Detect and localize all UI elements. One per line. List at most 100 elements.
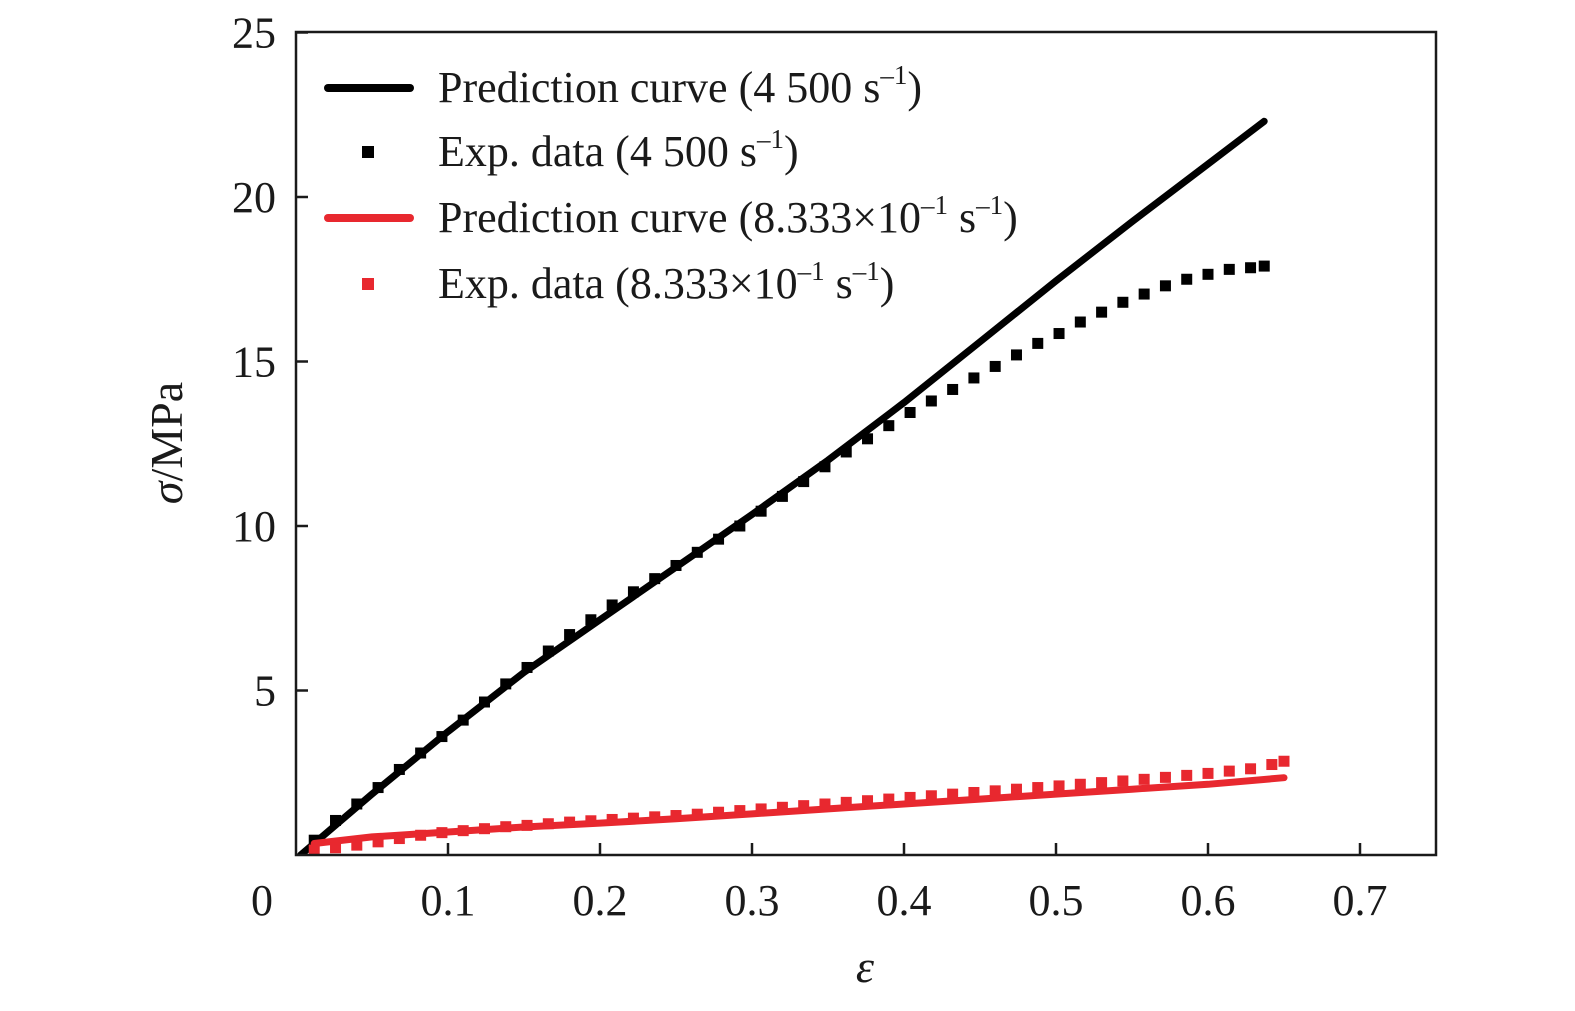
series-1-point — [1138, 288, 1150, 300]
legend-label: Prediction curve (4 500 s–1) — [438, 60, 922, 112]
y-axis-unit: /MPa — [141, 382, 192, 482]
series-1-point — [478, 696, 490, 708]
series-3-point — [1159, 771, 1171, 783]
series-1-point — [862, 433, 874, 445]
series-1-point — [649, 573, 661, 585]
series-3-point — [585, 815, 597, 827]
plot-frame — [294, 30, 1438, 857]
series-1-point — [415, 747, 427, 759]
series-1-point — [904, 406, 916, 418]
series-3-point — [1117, 775, 1129, 787]
series-3-point — [947, 788, 959, 800]
x-tick-label: 0.5 — [1029, 876, 1084, 925]
series-1-point — [691, 546, 703, 558]
series-1-point — [1202, 268, 1214, 280]
y-tick-label: 20 — [232, 173, 276, 222]
series-3-point — [521, 819, 533, 831]
legend-label: Exp. data (4 500 s–1) — [438, 124, 799, 176]
series-3-point — [436, 827, 448, 839]
series-3-point — [564, 816, 576, 828]
series-3-point — [840, 796, 852, 808]
series-3-point — [649, 811, 661, 823]
legend: Prediction curve (4 500 s–1) Exp. data (4… — [324, 60, 1018, 308]
series-3-point — [308, 844, 320, 855]
series-1-point — [734, 520, 746, 532]
series-3-point — [478, 823, 490, 835]
series-1-point — [1117, 296, 1129, 308]
y-tick-label: 5 — [254, 667, 276, 716]
series-1-point — [1096, 306, 1108, 318]
series-3-point — [627, 812, 639, 824]
series-1-point — [1245, 262, 1257, 274]
series-1-point — [819, 461, 831, 473]
y-tick-label: 10 — [232, 502, 276, 551]
x-tick-label: 0.1 — [421, 876, 476, 925]
series-3-point — [925, 790, 937, 802]
series-1-point — [1053, 328, 1065, 340]
series-3-point — [1053, 780, 1065, 792]
series-3-point — [691, 808, 703, 820]
series-3-point — [606, 813, 618, 825]
series-3-point — [776, 801, 788, 813]
x-tick-label: 0.6 — [1181, 876, 1236, 925]
series-1-point — [776, 490, 788, 502]
series-1-point — [840, 446, 852, 458]
series-1-point — [1181, 273, 1193, 285]
series-1-point — [1258, 260, 1270, 272]
series-3-point — [883, 793, 895, 805]
series-1-point — [457, 714, 469, 726]
series-3-point — [457, 825, 469, 837]
series-3-point — [1074, 778, 1086, 790]
series-3-point — [734, 805, 746, 817]
series-3-point — [755, 803, 767, 815]
series-3-point — [1266, 759, 1278, 771]
series-1-point — [883, 420, 895, 432]
series-3-point — [968, 786, 980, 798]
series-3-point — [393, 833, 405, 845]
x-tick-label: 0.7 — [1333, 876, 1388, 925]
x-tick-label: 0.4 — [877, 876, 932, 925]
series-1-point — [798, 476, 810, 488]
series-3-point — [798, 800, 810, 812]
series-1-point — [968, 372, 980, 384]
series-3-point — [713, 806, 725, 818]
x-origin-label: 0 — [251, 876, 273, 925]
series-1-point — [947, 383, 959, 395]
series-1-point — [1010, 349, 1022, 361]
series-1-point — [925, 395, 937, 407]
series-3-point — [330, 842, 342, 854]
legend-swatch-marker — [362, 278, 374, 290]
series-1-point — [989, 360, 1001, 372]
ticks-layer: 0.1 0.2 0.3 0.4 0.5 0.6 0.7 0 5 10 15 20 25 — [232, 9, 1388, 926]
series-3-point — [1223, 765, 1235, 777]
series-3-point — [670, 810, 682, 822]
series-3-point — [1278, 755, 1290, 767]
series-3-point — [351, 839, 363, 851]
series-3-point — [372, 836, 384, 848]
series-1-point — [1159, 280, 1171, 292]
series-1-point — [1032, 337, 1044, 349]
series-1-point — [1223, 263, 1235, 275]
legend-label: Exp. data (8.333×10–1 s–1) — [438, 256, 894, 308]
x-axis-title: ε — [856, 941, 875, 992]
series-1-point — [755, 505, 767, 517]
series-1-point — [393, 763, 405, 775]
series-1-point — [500, 678, 512, 690]
series-1-point — [521, 661, 533, 673]
y-tick-label: 15 — [232, 338, 276, 387]
series-3-point — [1138, 773, 1150, 785]
series-1-point — [713, 533, 725, 545]
series-3-point — [862, 795, 874, 807]
series-1-point — [564, 629, 576, 641]
legend-label: Prediction curve (8.333×10–1 s–1) — [438, 190, 1018, 242]
series-3-point — [819, 798, 831, 810]
series-layer — [297, 117, 1290, 855]
series-3-point — [542, 818, 554, 830]
series-1-point — [330, 814, 342, 826]
series-3-point — [1202, 767, 1214, 779]
y-axis-symbol: σ — [141, 479, 192, 504]
series-1-point — [542, 645, 554, 657]
series-1-point — [436, 731, 448, 743]
